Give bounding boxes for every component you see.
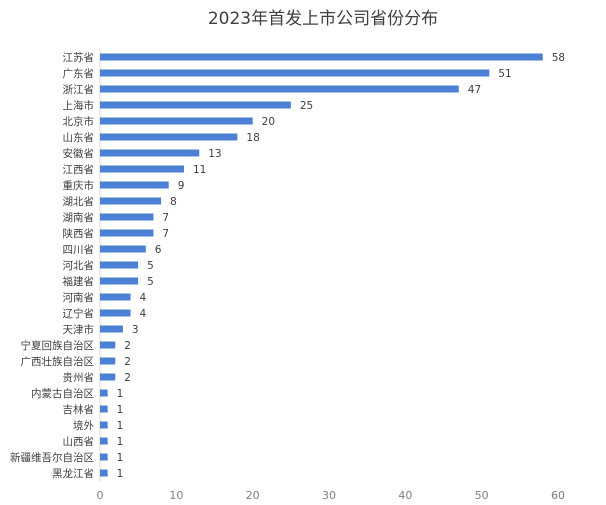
category-label: 福建省 xyxy=(63,275,95,288)
x-tick-label: 30 xyxy=(322,489,336,502)
bar xyxy=(100,341,116,349)
data-label: 3 xyxy=(132,324,139,336)
x-tick-label: 10 xyxy=(169,489,183,502)
data-label: 1 xyxy=(117,436,124,448)
category-label: 江西省 xyxy=(63,163,95,176)
bar xyxy=(100,53,543,61)
bar xyxy=(100,85,459,93)
data-label: 6 xyxy=(155,244,162,256)
bar xyxy=(100,133,238,141)
category-label: 河南省 xyxy=(63,291,95,304)
bar xyxy=(100,357,116,365)
bar xyxy=(100,101,291,109)
data-label: 11 xyxy=(193,164,206,176)
data-label: 18 xyxy=(246,132,259,144)
data-label: 8 xyxy=(170,196,177,208)
category-label: 宁夏回族自治区 xyxy=(21,339,95,352)
category-label: 黑龙江省 xyxy=(52,467,94,480)
bar xyxy=(100,325,123,333)
bar xyxy=(100,213,154,221)
data-label: 4 xyxy=(140,308,147,320)
category-labels: 江苏省广东省浙江省上海市北京市山东省安徽省江西省重庆市湖北省湖南省陕西省四川省河… xyxy=(10,51,94,480)
category-label: 浙江省 xyxy=(63,83,95,96)
data-label: 7 xyxy=(162,228,169,240)
category-label: 湖北省 xyxy=(63,195,95,208)
data-label: 1 xyxy=(117,420,124,432)
data-label: 2 xyxy=(124,356,131,368)
data-label: 1 xyxy=(117,388,124,400)
category-label: 贵州省 xyxy=(63,371,95,384)
category-label: 境外 xyxy=(73,419,94,432)
category-label: 安徽省 xyxy=(63,147,95,160)
data-label: 5 xyxy=(147,276,154,288)
data-label: 47 xyxy=(468,84,481,96)
data-label: 4 xyxy=(140,292,147,304)
x-axis-ticks: 0 10 20 30 40 50 60 xyxy=(97,489,566,502)
x-tick-label: 0 xyxy=(97,489,104,502)
bar xyxy=(100,389,108,397)
data-label: 1 xyxy=(117,468,124,480)
category-label: 天津市 xyxy=(63,323,95,336)
category-label: 新疆维吾尔自治区 xyxy=(10,451,94,464)
bar xyxy=(100,405,108,413)
bar xyxy=(100,453,108,461)
x-tick-label: 50 xyxy=(475,489,489,502)
bar xyxy=(100,373,116,381)
bar xyxy=(100,309,131,317)
bar xyxy=(100,197,162,205)
category-label: 四川省 xyxy=(63,243,95,256)
category-label: 广东省 xyxy=(63,67,95,80)
bar xyxy=(100,229,154,237)
bar xyxy=(100,165,184,173)
category-label: 重庆市 xyxy=(63,179,95,192)
category-label: 湖南省 xyxy=(63,211,95,224)
data-label: 2 xyxy=(124,372,131,384)
bars xyxy=(100,53,543,477)
category-label: 河北省 xyxy=(63,259,95,272)
category-label: 吉林省 xyxy=(63,403,95,416)
data-label: 1 xyxy=(117,452,124,464)
category-label: 山西省 xyxy=(63,435,95,448)
data-label: 13 xyxy=(208,148,221,160)
data-label: 5 xyxy=(147,260,154,272)
bar xyxy=(100,261,139,269)
data-label: 20 xyxy=(262,116,275,128)
bar xyxy=(100,277,139,285)
bar xyxy=(100,149,200,157)
category-label: 陕西省 xyxy=(63,227,95,240)
data-label: 9 xyxy=(178,180,185,192)
category-label: 广西壮族自治区 xyxy=(21,355,95,368)
chart-title: 2023年首发上市公司省份分布 xyxy=(208,9,438,29)
category-label: 北京市 xyxy=(63,115,95,128)
category-label: 江苏省 xyxy=(63,51,95,64)
data-label: 2 xyxy=(124,340,131,352)
category-label: 上海市 xyxy=(63,99,95,112)
data-label: 1 xyxy=(117,404,124,416)
data-label: 25 xyxy=(300,100,313,112)
bar xyxy=(100,469,108,477)
category-label: 辽宁省 xyxy=(63,307,95,320)
category-label: 山东省 xyxy=(63,131,95,144)
data-label: 51 xyxy=(498,68,511,80)
x-tick-label: 60 xyxy=(551,489,565,502)
bar xyxy=(100,437,108,445)
bar xyxy=(100,421,108,429)
bar xyxy=(100,117,253,125)
data-label: 58 xyxy=(552,52,565,64)
data-label: 7 xyxy=(162,212,169,224)
bar xyxy=(100,245,146,253)
bar xyxy=(100,69,490,77)
bar xyxy=(100,293,131,301)
category-label: 内蒙古自治区 xyxy=(31,387,94,400)
x-tick-label: 40 xyxy=(398,489,412,502)
bar xyxy=(100,181,169,189)
x-tick-label: 20 xyxy=(246,489,260,502)
